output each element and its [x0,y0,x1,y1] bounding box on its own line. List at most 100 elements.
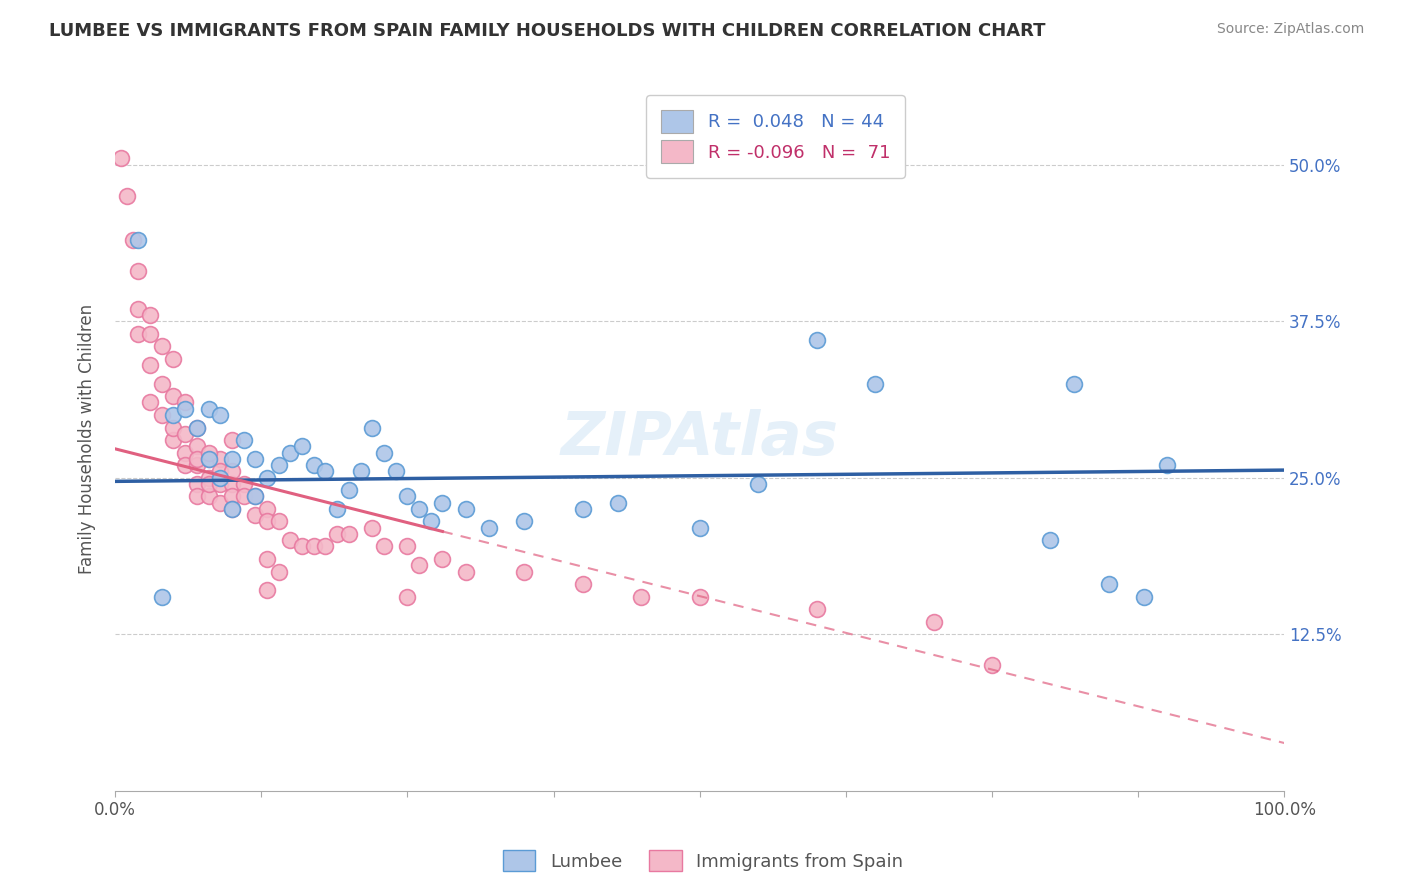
Point [139,395,162,409]
Point [186,451,208,466]
Point [209,470,232,484]
Point [162,351,184,366]
Point [150,339,173,353]
Point [361,521,384,535]
Point [337,483,360,497]
Point [747,476,769,491]
Point [863,376,886,391]
Point [1098,577,1121,591]
Point [174,401,197,416]
Point [280,533,302,548]
Point [337,527,360,541]
Point [689,521,711,535]
Point [256,583,278,598]
Point [209,451,232,466]
Point [267,515,290,529]
Point [174,395,197,409]
Point [162,420,184,434]
Point [396,590,419,604]
Point [150,376,173,391]
Text: LUMBEE VS IMMIGRANTS FROM SPAIN FAMILY HOUSEHOLDS WITH CHILDREN CORRELATION CHAR: LUMBEE VS IMMIGRANTS FROM SPAIN FAMILY H… [49,22,1046,40]
Point [139,308,162,322]
Point [209,496,232,510]
Point [384,464,406,478]
Point [186,439,208,453]
Point [127,233,149,247]
Point [197,476,219,491]
Point [221,476,243,491]
Point [174,458,197,472]
Point [432,496,454,510]
Point [245,489,267,503]
Point [186,458,208,472]
Point [1039,533,1062,548]
Point [267,565,290,579]
Point [256,470,278,484]
Point [209,476,232,491]
Point [197,470,219,484]
Point [162,433,184,447]
Point [361,420,384,434]
Point [174,426,197,441]
Point [806,333,828,347]
Point [1156,458,1178,472]
Point [150,408,173,422]
Point [373,445,395,459]
Point [315,540,337,554]
Point [174,445,197,459]
Point [513,565,536,579]
Legend: R =  0.048   N = 44, R = -0.096   N =  71: R = 0.048 N = 44, R = -0.096 N = 71 [647,95,905,178]
Point [197,451,219,466]
Point [349,464,371,478]
Point [256,502,278,516]
Point [981,658,1004,673]
Point [127,326,149,341]
Point [256,515,278,529]
Point [1133,590,1156,604]
Point [162,408,184,422]
Point [454,502,477,516]
Point [302,458,325,472]
Point [291,540,314,554]
Point [454,565,477,579]
Point [115,189,138,203]
Point [1063,376,1085,391]
Point [197,489,219,503]
Point [121,233,143,247]
Point [232,476,254,491]
Point [221,502,243,516]
Point [197,445,219,459]
Point [630,590,652,604]
Point [315,464,337,478]
Point [209,408,232,422]
Point [197,401,219,416]
Point [432,552,454,566]
Point [221,489,243,503]
Text: Source: ZipAtlas.com: Source: ZipAtlas.com [1216,22,1364,37]
Point [326,502,349,516]
Point [197,451,219,466]
Text: ZIPAtlas: ZIPAtlas [561,409,838,468]
Point [291,439,314,453]
Point [245,451,267,466]
Point [302,540,325,554]
Point [127,264,149,278]
Point [186,420,208,434]
Point [408,502,430,516]
Point [245,489,267,503]
Point [689,590,711,604]
Point [186,476,208,491]
Point [162,389,184,403]
Point [478,521,501,535]
Point [139,358,162,372]
Point [806,602,828,616]
Point [139,326,162,341]
Point [209,464,232,478]
Point [186,489,208,503]
Point [110,152,132,166]
Point [396,489,419,503]
Point [232,433,254,447]
Point [221,464,243,478]
Point [280,445,302,459]
Point [232,489,254,503]
